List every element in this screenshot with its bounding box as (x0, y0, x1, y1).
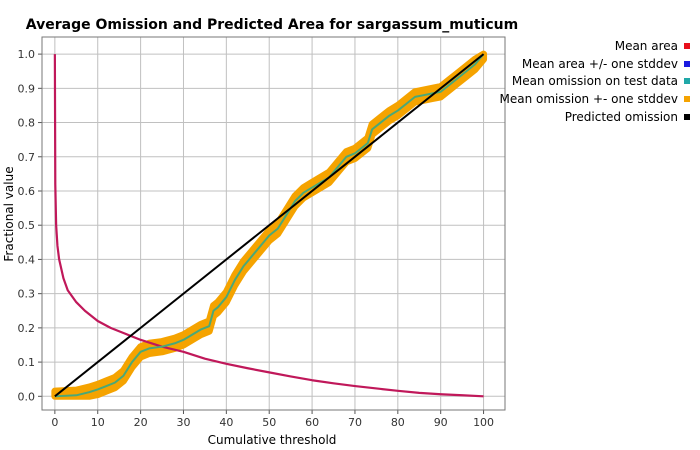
legend-label: Mean omission +- one stddev (499, 92, 679, 107)
x-tick-label: 20 (134, 416, 148, 429)
x-tick-label: 30 (176, 416, 190, 429)
plot-frame (41, 36, 506, 411)
y-tick-label: 0.0 (18, 390, 36, 403)
plot-area: 0 10 20 30 40 50 60 70 80 90 100 0.0 0.1 0.2 0.3 0.4 0.5… (18, 36, 506, 429)
legend-swatch-predicted-omission (684, 114, 690, 121)
legend-swatch-mean-area-stddev (684, 60, 690, 67)
mean-omission-line (54, 53, 485, 398)
legend-label: Mean area (614, 38, 678, 53)
legend-swatch-mean-omission (684, 78, 690, 85)
y-axis-label: Fractional value (2, 166, 16, 261)
legend-label: Mean omission on test data (511, 74, 678, 89)
legend-swatch-omission-stddev (684, 96, 690, 103)
y-tick-label: 0.6 (18, 185, 36, 198)
y-tick-label: 0.7 (18, 151, 36, 164)
legend-item: Predicted omission (500, 108, 690, 126)
x-tick-label: 50 (262, 416, 276, 429)
mean-area-line (53, 54, 484, 398)
y-tick-label: 0.1 (18, 356, 36, 369)
y-tick-label: 0.8 (18, 117, 36, 130)
legend: Mean area Mean area +/- one stddev Mean … (499, 37, 690, 126)
y-tick-label: 0.9 (18, 82, 36, 95)
y-tick-label: 0.5 (18, 219, 36, 232)
chart-title: Average Omission and Predicted Area for … (26, 17, 518, 33)
x-tick-label: 40 (219, 416, 233, 429)
x-tick-label: 0 (51, 416, 58, 429)
x-axis-label: Cumulative threshold (208, 433, 337, 447)
x-tick-label: 90 (434, 416, 448, 429)
x-tick-label: 100 (473, 416, 494, 429)
legend-label: Predicted omission (564, 110, 678, 125)
legend-swatch-mean-area (684, 42, 690, 49)
legend-item: Mean omission on test data (500, 73, 690, 91)
legend-item: Mean area +/- one stddev (500, 55, 690, 73)
x-tick-label: 80 (391, 416, 405, 429)
y-tick-label: 0.3 (18, 288, 36, 301)
y-tick-label: 0.4 (18, 253, 36, 266)
legend-item: Mean area (500, 37, 690, 55)
y-tick-label: 1.0 (18, 48, 36, 61)
x-tick-label: 10 (91, 416, 105, 429)
legend-item: Mean omission +- one stddev (499, 90, 690, 108)
legend-label: Mean area +/- one stddev (521, 56, 678, 71)
x-tick-label: 60 (305, 416, 319, 429)
predicted-omission-line (54, 53, 485, 398)
x-tick-label: 70 (348, 416, 362, 429)
y-tick-label: 0.2 (18, 322, 36, 335)
